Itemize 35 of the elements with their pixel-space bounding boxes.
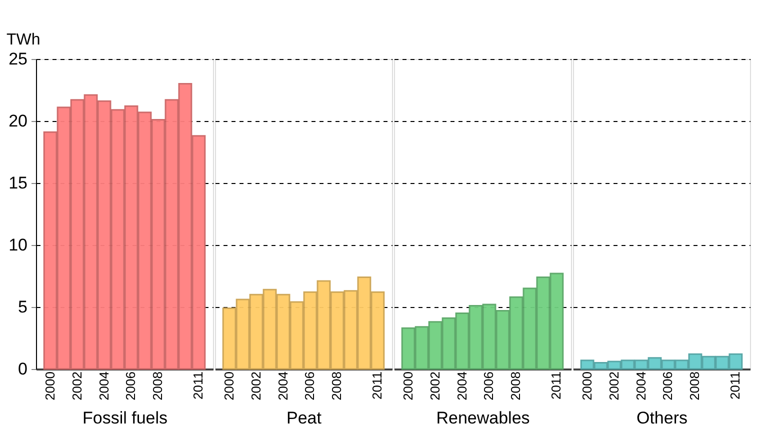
x-tick-label: 2008: [508, 372, 524, 400]
y-tick-label: 20: [8, 112, 28, 130]
x-tick-label: 2002: [606, 372, 622, 400]
x-tick-label: 2000: [400, 372, 416, 400]
x-tick-label: 2006: [481, 372, 496, 400]
y-axis-title: TWh: [6, 32, 40, 48]
x-tick-label: 2004: [454, 372, 470, 400]
x-tick-label: 2002: [427, 372, 442, 400]
x-tick-label: 2008: [150, 372, 166, 400]
x-axis-title: Peat: [286, 408, 322, 428]
y-tick-label: 15: [8, 174, 28, 192]
x-tick-label: 2004: [275, 372, 290, 400]
x-axis-title: Fossil fuels: [82, 408, 168, 428]
x-tick-label: 2006: [123, 372, 138, 400]
x-tick-label: 2000: [42, 372, 58, 400]
x-tick-label: 2011: [728, 372, 743, 400]
x-tick-label: 2011: [548, 372, 564, 400]
x-axis-title: Renewables: [436, 408, 530, 428]
x-tick-label: 2006: [302, 372, 318, 400]
x-tick-label: 2011: [370, 372, 385, 400]
x-tick-label: 2006: [660, 372, 676, 400]
x-tick-label: 2008: [687, 372, 702, 400]
y-tick-label: 25: [8, 50, 28, 68]
x-tick-label: 2000: [579, 372, 594, 400]
x-tick-label: 2002: [248, 372, 264, 400]
x-tick-label: 2011: [190, 372, 206, 400]
x-tick-label: 2000: [221, 372, 236, 400]
y-tick-label: 0: [18, 360, 28, 378]
x-tick-label: 2002: [69, 372, 84, 400]
y-tick-label: 5: [18, 298, 28, 316]
x-tick-label: 2004: [96, 372, 112, 400]
x-tick-label: 2008: [329, 372, 344, 400]
x-axis-title: Others: [636, 408, 688, 428]
y-tick-label: 10: [8, 236, 28, 254]
x-tick-label: 2004: [633, 372, 648, 400]
